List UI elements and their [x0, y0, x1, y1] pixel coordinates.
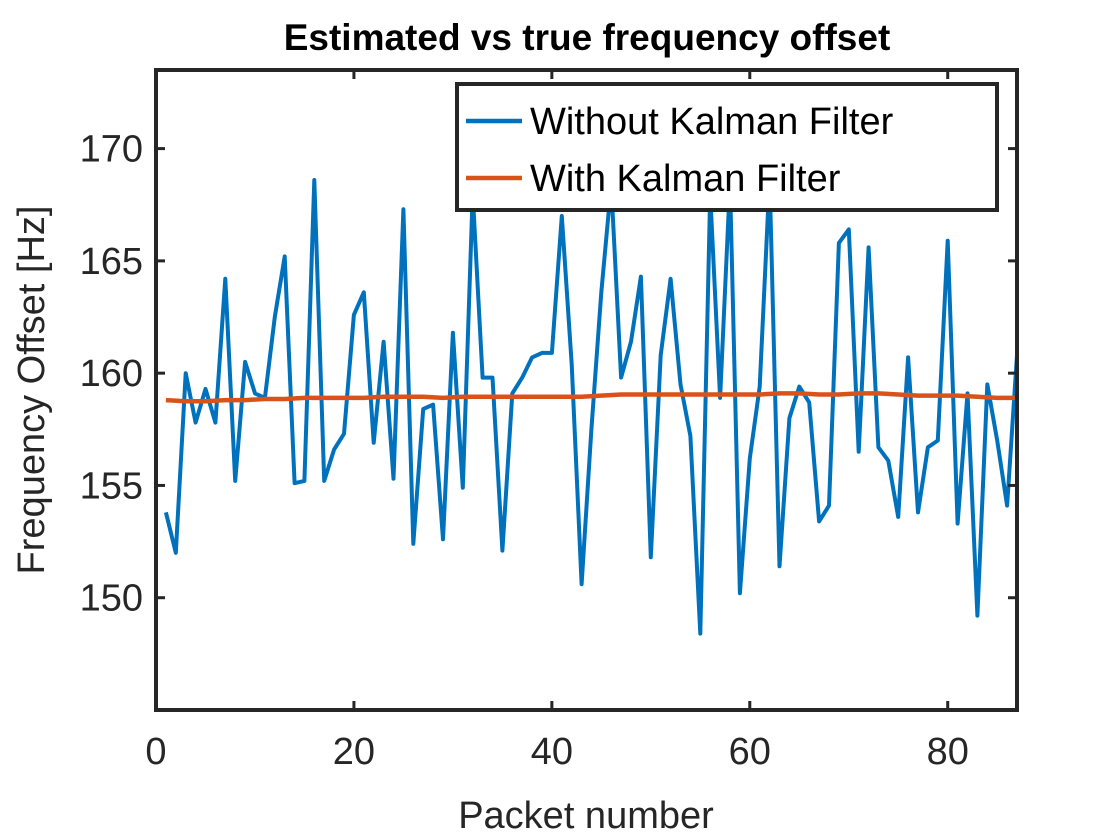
series-line-without-kalman-filter — [163, 175, 1019, 636]
tick-layer: 0 20 40 60 80 150 155 160 165 170 — [80, 70, 1017, 773]
axes-box — [154, 68, 1019, 712]
x-axis-label: Packet number — [458, 795, 714, 837]
legend-label-without-kalman: Without Kalman Filter — [530, 101, 894, 143]
series-layer — [163, 175, 1019, 636]
y-axis-label: Frequency Offset [Hz] — [11, 206, 53, 575]
legend: Without Kalman Filter With Kalman Filter — [455, 82, 999, 212]
legend-label-with-kalman: With Kalman Filter — [530, 158, 841, 200]
legend-box — [455, 82, 999, 212]
series-line-with-kalman-filter — [165, 391, 1017, 404]
y-tick-label: 165 — [80, 241, 143, 283]
x-tick-label: 60 — [729, 731, 771, 773]
y-tick-label: 150 — [80, 578, 143, 620]
y-tick-label: 170 — [80, 129, 143, 171]
x-tick-label: 0 — [145, 731, 166, 773]
y-tick-label: 155 — [80, 465, 143, 507]
x-tick-label: 80 — [927, 731, 969, 773]
x-tick-label: 20 — [333, 731, 375, 773]
x-tick-label: 40 — [531, 731, 573, 773]
y-tick-label: 160 — [80, 353, 143, 395]
chart-title: Estimated vs true frequency offset — [284, 17, 891, 58]
